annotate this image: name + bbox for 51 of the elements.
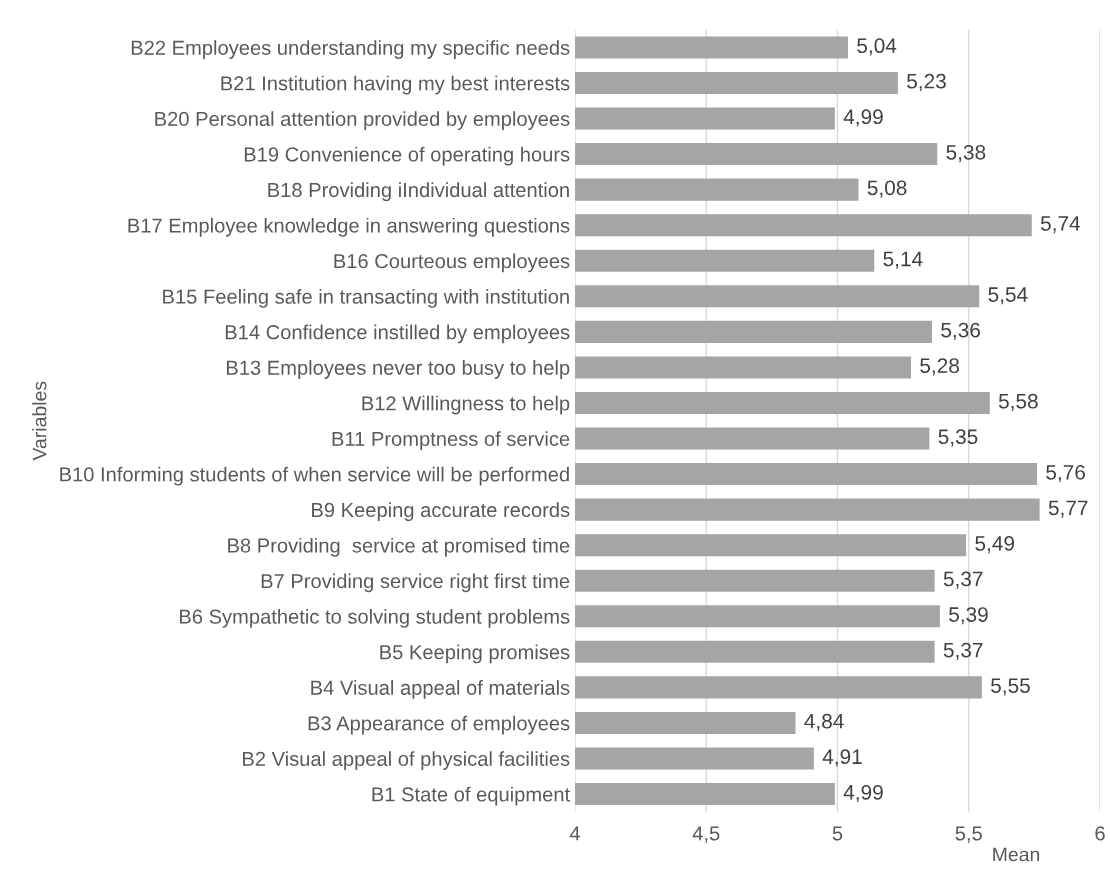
y-axis-title: Variables [32, 381, 47, 461]
data-label: 5,23 [907, 73, 946, 92]
y-tick-label: B1 State of equipment [372, 786, 570, 806]
data-label: 5,28 [920, 358, 959, 376]
y-tick-label: B19 Convenience of operating hours [244, 146, 570, 166]
data-label: 5,58 [998, 393, 1038, 412]
y-tick-label: B16 Courteous employees [334, 253, 570, 273]
x-tick-label: 6 [1095, 826, 1105, 841]
data-label: 4,84 [804, 713, 844, 731]
data-label: 5,77 [1048, 500, 1088, 518]
data-label: 5,54 [988, 287, 1028, 305]
y-tick-label: B18 Providing iIndividual attention [268, 182, 569, 202]
data-label: 5,55 [991, 678, 1030, 696]
x-tick-label: 4 [569, 826, 580, 841]
y-tick-label: B15 Feeling safe in transacting with institution [163, 289, 569, 308]
y-tick-label: B5 Keeping promises [380, 644, 570, 664]
y-tick-label: B17 Employee knowledge in answering questions [128, 217, 570, 237]
y-tick-label: B8 Providing service at promised time [228, 537, 570, 557]
data-label: 5,04 [857, 38, 897, 56]
y-tick-label: B20 Personal attention provided by employees [155, 111, 570, 131]
x-tick-label: 4,5 [692, 826, 720, 843]
data-label: 4,99 [843, 784, 883, 803]
y-tick-label: B10 Informing students of when service will be performed [60, 466, 569, 486]
data-label: 5,35 [938, 429, 978, 447]
data-label: 5,39 [949, 607, 988, 625]
y-tick-label: B12 Willingness to help [362, 395, 570, 415]
data-label: 5,38 [946, 144, 986, 163]
y-tick-label: B21 Institution having my best interests [221, 75, 570, 95]
data-label: 5,08 [867, 180, 907, 198]
data-label: 5,74 [1040, 216, 1081, 234]
x-axis-title: Mean [993, 847, 1040, 862]
y-tick-label: B22 Employees understanding my specific needs [131, 40, 570, 59]
data-label: 5,49 [975, 536, 1015, 554]
data-label: 5,76 [1046, 464, 1085, 483]
data-label: 4,91 [822, 749, 862, 767]
data-label: 5,37 [943, 642, 983, 660]
data-label: 5,37 [943, 571, 983, 589]
data-label: 5,36 [941, 322, 980, 340]
x-tick-label: 5 [832, 826, 843, 841]
y-tick-label: B4 Visual appeal of materials [311, 680, 570, 699]
y-tick-label: B9 Keeping accurate records [312, 502, 570, 522]
y-tick-label: B6 Sympathetic to solving student problems [180, 608, 570, 628]
data-label: 4,99 [843, 109, 883, 127]
y-tick-label: B3 Appearance of employees [308, 715, 570, 735]
y-tick-label: B11 Promptness of service [332, 431, 570, 450]
y-tick-label: B2 Visual appeal of physical facilities [243, 751, 570, 770]
data-label: 5,14 [883, 251, 923, 269]
x-tick-label: 5,5 [955, 826, 982, 843]
y-tick-label: B14 Confidence instilled by employees [225, 324, 570, 344]
y-tick-label: B7 Providing service right first time [261, 573, 570, 593]
y-tick-label: B13 Employees never too busy to help [226, 360, 570, 379]
